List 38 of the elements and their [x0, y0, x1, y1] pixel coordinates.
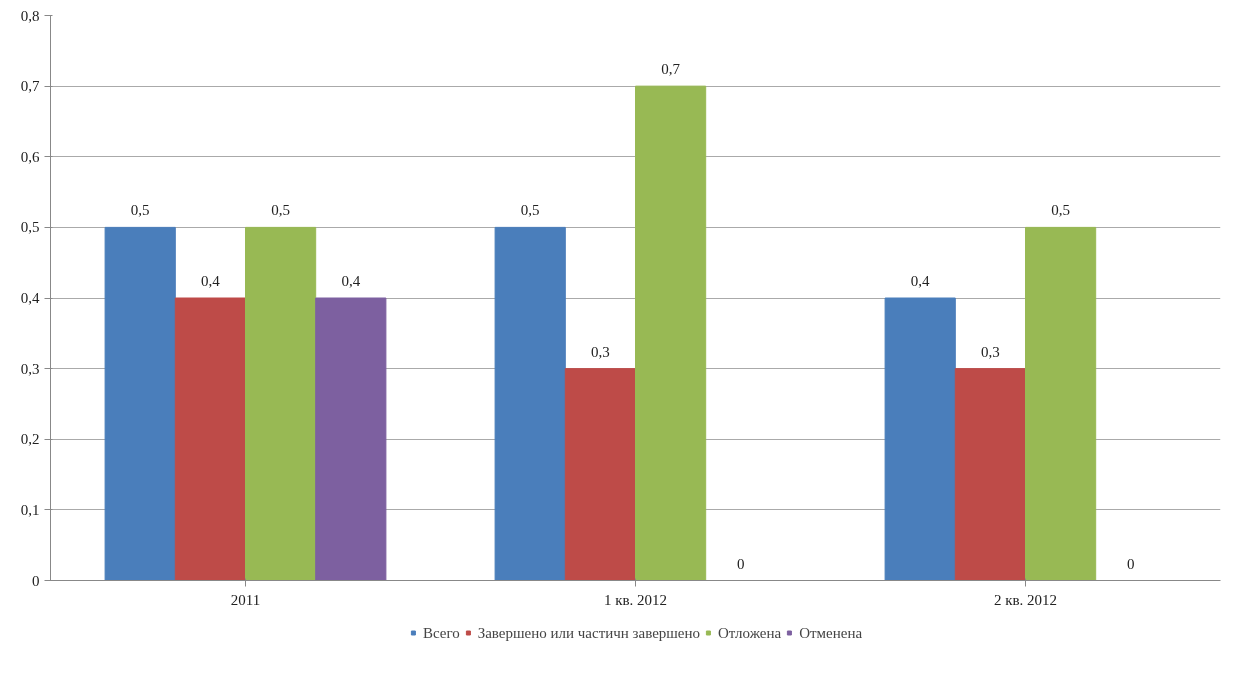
bar: [245, 226, 317, 581]
legend-label: Отложена: [718, 624, 782, 641]
data-label: 0,5: [271, 202, 290, 219]
legend-label: Завершено или частичн завершено: [477, 624, 701, 641]
y-tick-label: 0,4: [20, 290, 40, 306]
bar: [954, 368, 1026, 581]
legend-label: Всего: [422, 624, 460, 641]
legend-label: Отменена: [799, 624, 863, 641]
y-tick-label: 0,2: [20, 431, 40, 448]
y-tick-label: 0,3: [20, 360, 40, 377]
bar: [494, 226, 566, 581]
bar: [315, 297, 387, 581]
y-tick-label: 0,1: [20, 501, 40, 518]
data-label: 0: [737, 555, 745, 572]
y-tick-label: 0,6: [20, 148, 40, 165]
bar: [635, 85, 707, 581]
bar: [884, 297, 956, 581]
x-tick-label: 2011: [230, 591, 261, 608]
data-label: 0,3: [591, 343, 610, 360]
data-label: 0,4: [910, 273, 931, 289]
y-tick-label: 0,8: [20, 7, 40, 24]
data-label: 0,3: [981, 343, 1000, 360]
x-tick-label: 1 кв. 2012: [603, 591, 668, 608]
data-label: 0,4: [341, 273, 361, 289]
data-label: 0,5: [1051, 202, 1070, 219]
data-label: 0,5: [130, 202, 150, 219]
x-tick-label: 2 кв. 2012: [993, 591, 1058, 608]
bar: [174, 297, 246, 581]
bar: [564, 368, 636, 581]
data-label: 0,7: [661, 61, 681, 78]
y-tick-label: 0: [32, 572, 40, 589]
data-label: 0: [1127, 555, 1135, 572]
bar: [1025, 226, 1097, 581]
y-tick-label: 0,7: [20, 78, 40, 95]
data-label: 0,4: [201, 273, 221, 289]
y-tick-label: 0,5: [20, 219, 40, 236]
data-label: 0,5: [520, 202, 540, 219]
bar: [104, 226, 176, 581]
